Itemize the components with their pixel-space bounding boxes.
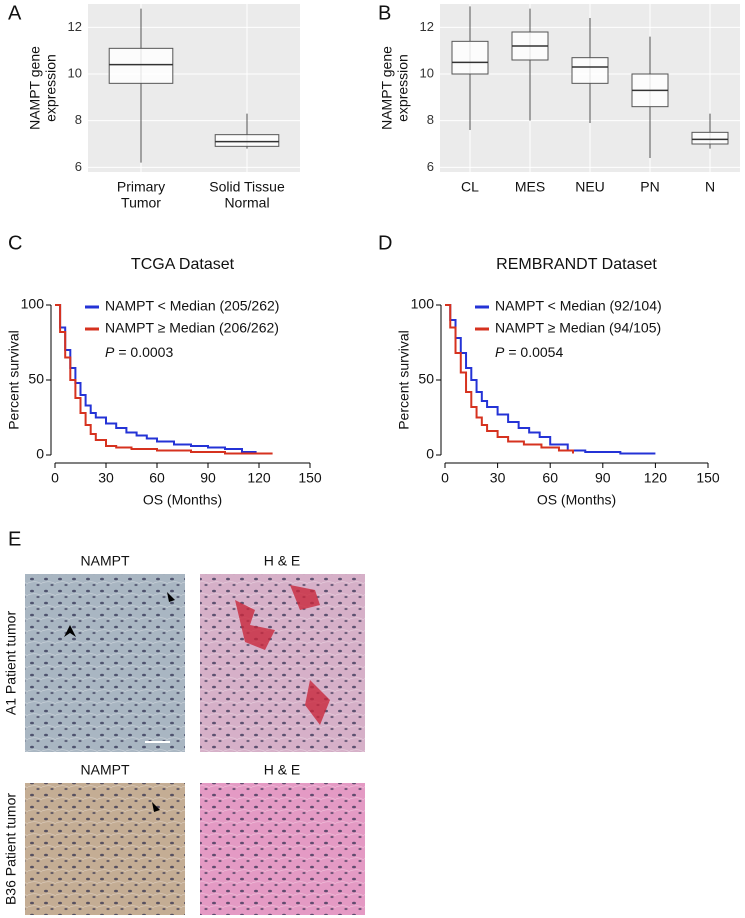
x-tick-label: 0 [441,470,449,486]
p-value: P = 0.0003 [105,344,173,360]
x-tick-label: 60 [149,470,165,486]
image-texture [200,574,365,752]
y-axis-label: NAMPT gene [379,46,395,130]
y-tick-label: 12 [420,19,434,34]
image-texture [200,783,365,915]
y-tick-label: 100 [411,296,435,312]
y-tick-label: 12 [68,19,82,34]
legend-label: NAMPT ≥ Median (206/262) [105,320,279,336]
y-tick-label: 0 [426,446,434,462]
x-tick-label: 150 [298,470,322,486]
y-tick-label: 50 [418,371,434,387]
chart-title: TCGA Dataset [131,256,235,273]
x-tick-label: N [705,179,715,195]
x-tick-label: 30 [98,470,114,486]
y-axis-label: NAMPT gene [27,46,43,130]
box [108,47,174,84]
x-tick-label: PN [640,179,659,195]
panel-label: A [8,2,22,24]
panel-label: B [378,2,391,24]
x-tick-label: 90 [595,470,611,486]
histology-images [25,574,365,915]
y-axis-label: expression [395,54,411,122]
y-tick-label: 6 [75,159,82,174]
x-tick-label: 0 [51,470,59,486]
x-tick-label: CL [461,179,479,195]
row-label: A1 Patient tumor [3,611,19,716]
x-tick-label: MES [515,179,545,195]
x-tick-label: Primary [117,179,165,195]
x-tick-label: Normal [224,195,269,211]
x-tick-label: Tumor [121,195,161,211]
legend-label: NAMPT < Median (92/104) [495,298,662,314]
x-tick-label: Solid Tissue [209,179,285,195]
y-axis-label: expression [43,54,59,122]
y-axis-label: Percent survival [396,330,412,430]
x-axis-label: OS (Months) [537,492,616,508]
x-tick-label: NEU [575,179,605,195]
p-symbol: P [105,344,115,360]
x-axis-label: OS (Months) [143,492,222,508]
column-label: NAMPT [81,553,130,569]
y-tick-label: 8 [75,112,82,127]
column-label: H & E [264,553,301,569]
image-texture [25,783,185,915]
panel-label: E [8,528,21,550]
x-tick-label: 120 [644,470,668,486]
x-tick-label: 90 [200,470,216,486]
y-tick-label: 10 [420,65,434,80]
image-texture [25,574,185,752]
survival-curve [55,304,273,455]
y-tick-label: 0 [36,446,44,462]
y-tick-label: 6 [427,159,434,174]
p-symbol: P [495,344,505,360]
box [691,131,729,145]
survival-curve [445,304,574,454]
y-tick-label: 100 [21,296,45,312]
x-tick-label: 60 [542,470,558,486]
column-label: H & E [264,762,301,778]
p-value-text: = 0.0003 [118,344,173,360]
x-tick-label: 150 [696,470,720,486]
p-value-text: = 0.0054 [508,344,563,360]
y-tick-label: 10 [68,65,82,80]
x-tick-label: 120 [247,470,271,486]
column-label: NAMPT [81,762,130,778]
row-label: B36 Patient tumor [3,793,19,905]
survival-curve [445,304,656,455]
box [214,134,280,147]
x-tick-label: 30 [490,470,506,486]
panel-label: C [8,232,22,254]
legend-label: NAMPT < Median (205/262) [105,298,279,314]
y-tick-label: 50 [28,371,44,387]
p-value: P = 0.0054 [495,344,563,360]
stain [235,585,330,725]
survival-curve [55,304,257,454]
box [451,40,489,75]
y-axis-label: Percent survival [6,330,22,430]
chart-title: REMBRANDT Dataset [496,256,657,273]
y-tick-label: 8 [427,112,434,127]
legend-label: NAMPT ≥ Median (94/105) [495,320,661,336]
box [571,57,609,84]
panel-label: D [378,232,392,254]
